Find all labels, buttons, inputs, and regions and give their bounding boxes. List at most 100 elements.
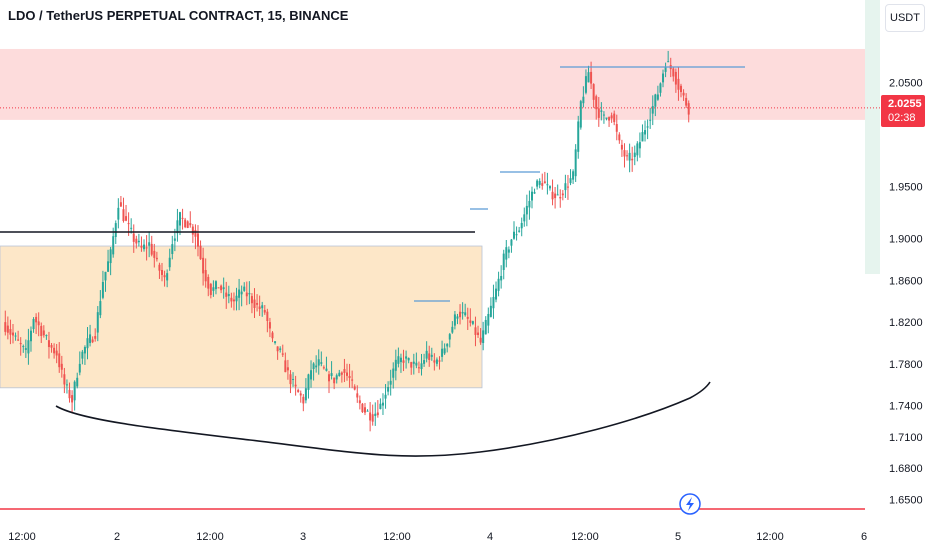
candle-body xyxy=(363,407,366,413)
x-tick-label: 12:00 xyxy=(8,531,36,543)
x-tick-label: 6 xyxy=(861,531,867,543)
candle-body xyxy=(317,359,320,366)
candle-body xyxy=(250,296,253,304)
candle-body xyxy=(546,184,549,186)
candle-body xyxy=(608,117,611,121)
candle-body xyxy=(50,345,53,348)
candle-body xyxy=(45,335,48,337)
candle-body xyxy=(446,343,449,347)
candle-body xyxy=(623,150,626,157)
candle-body xyxy=(366,410,369,412)
candle-body xyxy=(232,299,235,302)
candle-body xyxy=(561,193,564,196)
candle-body xyxy=(238,289,241,298)
candle-body xyxy=(628,152,631,161)
candle-body xyxy=(63,374,66,385)
range-zone xyxy=(0,245,483,389)
candle-body xyxy=(6,325,9,333)
candle-body xyxy=(346,372,348,376)
candle-body xyxy=(397,356,400,364)
x-axis[interactable]: 12:00 2 12:00 3 12:00 4 12:00 5 12:00 6 xyxy=(8,531,867,543)
candle-body xyxy=(615,124,618,132)
candle-body xyxy=(677,78,680,90)
candle-body xyxy=(276,346,279,352)
candle-body xyxy=(171,244,174,255)
candle-body xyxy=(202,257,205,274)
candle-body xyxy=(477,332,480,335)
candle-body xyxy=(479,337,482,343)
candle-body xyxy=(523,214,526,222)
candle-body xyxy=(299,393,302,396)
candle-body xyxy=(399,357,402,363)
candle-body xyxy=(412,361,415,364)
x-tick-label: 12:00 xyxy=(756,531,784,543)
candle-body xyxy=(55,350,58,356)
candle-body xyxy=(541,183,544,186)
candle-body xyxy=(507,249,510,253)
candle-body xyxy=(29,330,32,342)
candle-body xyxy=(230,297,233,302)
candle-body xyxy=(37,321,40,326)
candle-body xyxy=(279,348,282,350)
y-tick-label: 1.7800 xyxy=(889,359,923,371)
candle-body xyxy=(358,400,361,404)
x-tick-label: 3 xyxy=(300,531,306,543)
candle-body xyxy=(338,372,341,376)
candle-body xyxy=(407,357,410,361)
lightning-marker[interactable] xyxy=(679,493,701,515)
candle-body xyxy=(222,287,225,290)
candle-body xyxy=(24,348,27,350)
candles-layer xyxy=(4,50,690,432)
candle-body xyxy=(353,386,356,390)
candle-body xyxy=(266,311,269,322)
candle-body xyxy=(89,334,92,343)
candle-body xyxy=(107,261,110,272)
candle-body xyxy=(150,243,153,255)
candle-body xyxy=(225,292,228,297)
candle-body xyxy=(322,367,325,369)
candle-body xyxy=(40,325,43,336)
x-tick-label: 12:00 xyxy=(196,531,224,543)
candle-body xyxy=(315,365,318,368)
candle-body xyxy=(292,378,295,380)
candle-body xyxy=(384,394,387,399)
candle-body xyxy=(22,346,25,348)
candle-body xyxy=(227,294,230,297)
candle-body xyxy=(240,291,243,295)
candle-body xyxy=(417,367,420,369)
candle-body xyxy=(99,301,102,316)
candle-body xyxy=(448,334,451,340)
candle-body xyxy=(381,402,384,406)
candle-body xyxy=(125,216,128,221)
candle-body xyxy=(548,186,551,189)
candle-body xyxy=(513,231,516,239)
candle-body xyxy=(73,381,76,401)
candle-body xyxy=(379,403,382,410)
candle-body xyxy=(566,186,569,188)
y-axis[interactable]: 2.05002.00001.95001.90001.86001.82001.78… xyxy=(889,77,923,506)
candle-body xyxy=(376,412,379,416)
candle-body xyxy=(289,374,292,385)
candle-body xyxy=(646,126,649,128)
currency-button[interactable]: USDT xyxy=(885,4,925,32)
candle-body xyxy=(420,363,423,370)
candle-body xyxy=(158,264,161,271)
candle-body xyxy=(425,350,428,359)
candle-body xyxy=(119,202,122,207)
candle-body xyxy=(333,377,336,384)
candle-body xyxy=(626,155,629,157)
candle-body xyxy=(435,359,438,364)
candle-body xyxy=(186,221,189,228)
y-tick-label: 1.8600 xyxy=(889,275,923,287)
candle-body xyxy=(65,384,68,386)
candle-body xyxy=(166,273,169,281)
candle-body xyxy=(35,316,38,323)
candle-body xyxy=(109,249,112,264)
candle-body xyxy=(487,313,490,326)
candle-body xyxy=(674,71,677,85)
candle-body xyxy=(443,348,446,354)
candle-body xyxy=(304,388,307,401)
candle-body xyxy=(559,197,562,199)
candle-body xyxy=(161,270,164,275)
